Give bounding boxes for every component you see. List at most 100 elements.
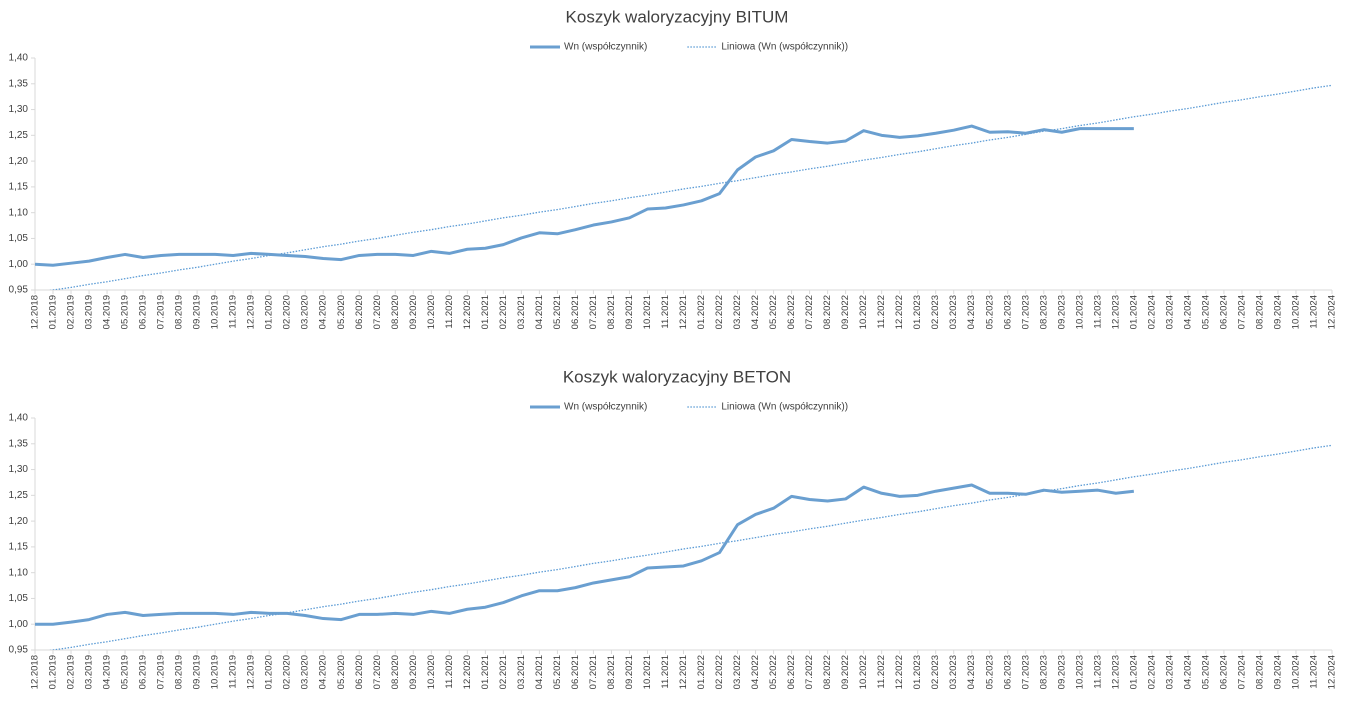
x-tick-label: 02.2020 bbox=[282, 295, 293, 329]
x-tick-label: 08.2020 bbox=[390, 655, 401, 689]
y-tick-label: 1,10 bbox=[9, 567, 29, 578]
x-tick-label: 03.2021 bbox=[516, 295, 527, 329]
x-tick-label: 09.2021 bbox=[624, 295, 635, 329]
x-tick-label: 08.2022 bbox=[822, 295, 833, 329]
y-tick-label: 1,40 bbox=[9, 413, 29, 424]
y-tick-label: 1,25 bbox=[9, 490, 29, 501]
x-tick-label: 06.2023 bbox=[1002, 655, 1013, 689]
x-tick-label: 05.2019 bbox=[120, 655, 131, 689]
y-tick-label: 1,30 bbox=[9, 464, 29, 475]
x-tick-label: 11.2024 bbox=[1309, 655, 1320, 689]
x-tick-label: 12.2022 bbox=[894, 295, 905, 329]
x-tick-label: 10.2020 bbox=[426, 295, 437, 329]
y-tick-label: 0,95 bbox=[9, 645, 29, 656]
x-tick-label: 04.2020 bbox=[318, 655, 329, 689]
x-tick-label: 12.2024 bbox=[1327, 655, 1338, 689]
x-tick-label: 08.2023 bbox=[1038, 295, 1049, 329]
x-tick-label: 09.2023 bbox=[1056, 295, 1067, 329]
x-tick-label: 04.2019 bbox=[102, 655, 113, 689]
x-tick-label: 03.2023 bbox=[948, 295, 959, 329]
y-tick-label: 1,40 bbox=[9, 53, 29, 64]
y-tick-label: 1,05 bbox=[9, 233, 29, 244]
y-tick-label: 1,35 bbox=[9, 438, 29, 449]
x-tick-label: 07.2020 bbox=[372, 655, 383, 689]
x-tick-label: 04.2021 bbox=[534, 295, 545, 329]
series-line bbox=[35, 483, 1135, 626]
x-tick-label: 07.2021 bbox=[588, 655, 599, 689]
x-tick-label: 10.2019 bbox=[210, 295, 221, 329]
x-tick-label: 10.2020 bbox=[426, 655, 437, 689]
x-tick-label: 02.2020 bbox=[282, 655, 293, 689]
x-tick-label: 11.2022 bbox=[876, 295, 887, 329]
x-tick-label: 12.2024 bbox=[1327, 295, 1338, 329]
x-tick-label: 02.2023 bbox=[930, 655, 941, 689]
x-tick-label: 06.2024 bbox=[1218, 655, 1229, 689]
x-tick-label: 01.2024 bbox=[1128, 655, 1139, 689]
x-tick-label: 08.2021 bbox=[606, 655, 617, 689]
x-tick-label: 04.2023 bbox=[966, 655, 977, 689]
x-tick-label: 11.2021 bbox=[660, 655, 671, 689]
x-tick-label: 07.2021 bbox=[588, 295, 599, 329]
chart-title: Koszyk waloryzacyjny BETON bbox=[563, 367, 791, 386]
x-tick-label: 02.2019 bbox=[66, 295, 77, 329]
x-tick-label: 01.2020 bbox=[264, 295, 275, 329]
x-tick-label: 02.2022 bbox=[714, 655, 725, 689]
x-tick-label: 11.2021 bbox=[660, 295, 671, 329]
x-tick-label: 11.2022 bbox=[876, 655, 887, 689]
x-tick-label: 11.2020 bbox=[444, 295, 455, 329]
x-tick-label: 01.2019 bbox=[48, 655, 59, 689]
x-tick-label: 04.2022 bbox=[750, 655, 761, 689]
x-tick-label: 11.2024 bbox=[1309, 295, 1320, 329]
x-tick-label: 03.2020 bbox=[300, 655, 311, 689]
x-tick-label: 09.2020 bbox=[408, 655, 419, 689]
x-tick-label: 05.2023 bbox=[984, 655, 995, 689]
x-tick-label: 11.2023 bbox=[1092, 655, 1103, 689]
x-tick-label: 05.2022 bbox=[768, 655, 779, 689]
y-tick-label: 1,20 bbox=[9, 516, 29, 527]
x-tick-label: 12.2021 bbox=[678, 295, 689, 329]
x-tick-label: 06.2020 bbox=[354, 295, 365, 329]
x-tick-label: 06.2021 bbox=[570, 655, 581, 689]
x-tick-label: 07.2019 bbox=[156, 655, 167, 689]
x-tick-label: 10.2022 bbox=[858, 295, 869, 329]
y-tick-label: 1,00 bbox=[9, 259, 29, 270]
y-tick-label: 1,35 bbox=[9, 78, 29, 89]
x-tick-label: 08.2020 bbox=[390, 295, 401, 329]
x-tick-label: 07.2022 bbox=[804, 655, 815, 689]
x-tick-label: 03.2019 bbox=[84, 655, 95, 689]
x-tick-label: 09.2024 bbox=[1272, 295, 1283, 329]
chart: Koszyk waloryzacyjny BITUM Wn (współczynn… bbox=[9, 7, 1338, 329]
x-tick-label: 01.2019 bbox=[48, 295, 59, 329]
x-tick-label: 08.2019 bbox=[174, 655, 185, 689]
x-tick-label: 02.2021 bbox=[498, 295, 509, 329]
x-tick-label: 10.2021 bbox=[642, 295, 653, 329]
x-tick-label: 09.2022 bbox=[840, 655, 851, 689]
y-tick-label: 0,95 bbox=[9, 285, 29, 296]
x-tick-label: 07.2024 bbox=[1236, 295, 1247, 329]
x-tick-label: 12.2020 bbox=[462, 655, 473, 689]
x-tick-label: 01.2023 bbox=[912, 655, 923, 689]
x-tick-label: 07.2020 bbox=[372, 295, 383, 329]
x-tick-label: 03.2021 bbox=[516, 655, 527, 689]
x-tick-label: 01.2021 bbox=[480, 655, 491, 689]
x-tick-label: 05.2020 bbox=[336, 295, 347, 329]
x-tick-label: 12.2023 bbox=[1110, 655, 1121, 689]
x-tick-label: 06.2024 bbox=[1218, 295, 1229, 329]
x-tick-label: 06.2019 bbox=[138, 655, 149, 689]
series-line bbox=[35, 124, 1134, 267]
x-tick-label: 04.2024 bbox=[1182, 655, 1193, 689]
x-tick-label: 08.2023 bbox=[1038, 655, 1049, 689]
x-tick-label: 12.2021 bbox=[678, 655, 689, 689]
x-tick-label: 11.2023 bbox=[1092, 295, 1103, 329]
x-tick-label: 11.2019 bbox=[228, 295, 239, 329]
x-tick-label: 09.2023 bbox=[1056, 655, 1067, 689]
x-tick-label: 06.2023 bbox=[1002, 295, 1013, 329]
x-tick-label: 08.2022 bbox=[822, 655, 833, 689]
x-tick-label: 09.2019 bbox=[192, 295, 203, 329]
x-tick-label: 03.2020 bbox=[300, 295, 311, 329]
x-tick-label: 10.2024 bbox=[1290, 295, 1301, 329]
y-tick-label: 1,30 bbox=[9, 104, 29, 115]
x-tick-label: 12.2020 bbox=[462, 295, 473, 329]
legend-label: Liniowa (Wn (współczynnik)) bbox=[721, 402, 848, 413]
y-tick-label: 1,20 bbox=[9, 156, 29, 167]
